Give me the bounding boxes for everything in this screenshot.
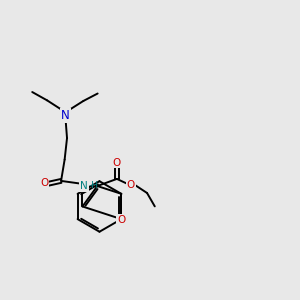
Text: -H: -H [89,182,99,190]
Text: O: O [127,180,135,190]
Text: O: O [40,178,48,188]
Text: O: O [113,158,121,168]
Text: N: N [80,181,88,191]
Text: O: O [117,215,125,225]
Text: N: N [61,109,70,122]
